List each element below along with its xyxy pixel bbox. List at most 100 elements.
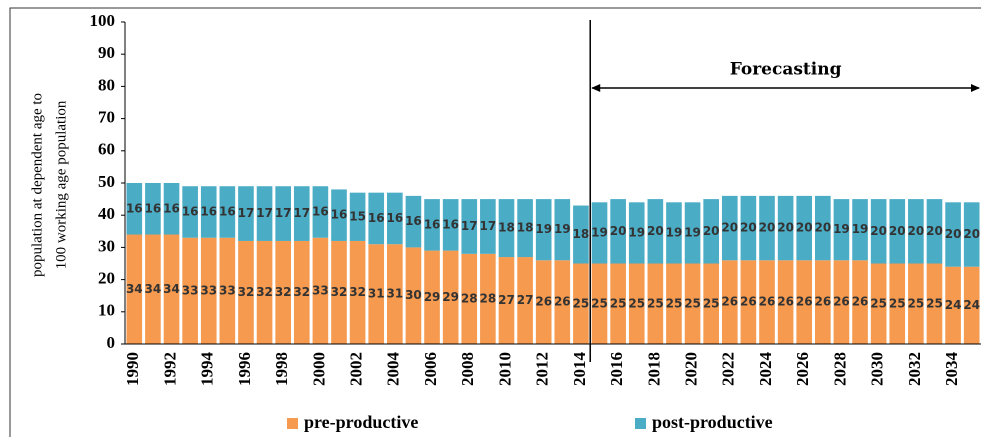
- value-label: 20: [759, 221, 776, 235]
- value-label: 27: [498, 293, 515, 307]
- value-label: 18: [498, 221, 515, 235]
- value-label: 20: [963, 227, 980, 241]
- value-label: 25: [908, 296, 925, 310]
- bar-segment: [331, 189, 347, 241]
- bar-segment: [312, 186, 329, 238]
- value-label: 24: [963, 298, 980, 312]
- value-label: 29: [442, 290, 459, 304]
- value-label: 25: [703, 296, 720, 310]
- value-label: 31: [386, 287, 403, 301]
- value-label: 16: [145, 201, 162, 215]
- y-axis-label: 100 working age population: [53, 100, 69, 269]
- bar-segment: [163, 183, 180, 235]
- bar-segment: [293, 186, 310, 241]
- bar-segment: [591, 263, 608, 344]
- bar-segment: [461, 199, 478, 254]
- value-label: 32: [256, 285, 273, 299]
- bar-segment: [628, 263, 645, 344]
- bar-segment: [442, 199, 459, 251]
- value-label: 20: [703, 224, 720, 238]
- value-label: 32: [349, 285, 366, 299]
- value-label: 20: [796, 221, 813, 235]
- bar-segment: [219, 186, 236, 238]
- bar-segment: [703, 199, 719, 264]
- x-tick-label: 1996: [235, 352, 254, 386]
- value-label: 19: [591, 225, 608, 239]
- value-label: 32: [238, 285, 255, 299]
- x-tick-label: 1992: [160, 352, 179, 386]
- bar-segment: [908, 199, 924, 264]
- value-label: 17: [480, 219, 497, 233]
- value-label: 17: [238, 206, 255, 220]
- value-label: 20: [777, 221, 794, 235]
- value-label: 25: [610, 296, 627, 310]
- value-label: 16: [386, 211, 403, 225]
- legend-swatch: [635, 418, 646, 429]
- value-label: 28: [480, 291, 497, 305]
- y-tick-label: 60: [98, 140, 115, 159]
- bar-segment: [498, 199, 515, 258]
- value-label: 16: [200, 204, 217, 218]
- x-tick-label: 2004: [384, 352, 403, 387]
- value-label: 20: [610, 224, 627, 238]
- value-label: 32: [293, 285, 310, 299]
- bar-segment: [759, 195, 775, 261]
- value-label: 25: [591, 296, 608, 310]
- value-label: 26: [721, 295, 738, 309]
- bar-segment: [424, 199, 440, 251]
- bar-segment: [852, 199, 868, 261]
- x-tick-label: 2010: [495, 352, 514, 386]
- bar-segment: [145, 183, 161, 235]
- bar-segment: [870, 199, 887, 264]
- bar-segment: [591, 202, 608, 264]
- value-label: 25: [889, 296, 906, 310]
- value-label: 19: [833, 222, 850, 236]
- value-label: 25: [870, 296, 887, 310]
- arrow-head: [971, 84, 980, 92]
- bar-segment: [200, 237, 217, 344]
- value-label: 16: [442, 217, 459, 231]
- bar-segment: [349, 192, 366, 241]
- bar-segment: [870, 263, 887, 344]
- value-label: 15: [349, 209, 366, 223]
- bar-segment: [889, 199, 906, 264]
- bar-segment: [275, 240, 291, 344]
- value-label: 17: [293, 206, 310, 220]
- annotation: Forecasting: [730, 60, 842, 80]
- bar-segment: [740, 260, 757, 344]
- bar-segment: [610, 263, 626, 344]
- value-label: 20: [908, 224, 925, 238]
- x-tick-label: 2020: [681, 352, 700, 386]
- bar-segment: [628, 202, 645, 264]
- bar-segment: [815, 260, 831, 344]
- value-label: 19: [684, 225, 701, 239]
- x-tick-label: 1994: [198, 352, 217, 387]
- value-label: 20: [870, 224, 887, 238]
- x-tick-label: 2018: [644, 352, 663, 386]
- value-label: 26: [759, 295, 776, 309]
- bar-segment: [573, 205, 589, 264]
- bar-segment: [480, 253, 496, 344]
- x-tick-label: 2016: [607, 352, 626, 386]
- value-label: 25: [647, 296, 664, 310]
- value-label: 33: [219, 283, 236, 297]
- x-tick-label: 1990: [123, 352, 142, 386]
- bar-segment: [182, 186, 198, 238]
- bar-segment: [721, 195, 738, 261]
- bar-segment: [554, 199, 571, 261]
- bar-segment: [256, 186, 273, 241]
- bar-segment: [368, 244, 385, 344]
- bar-segment: [777, 195, 794, 261]
- y-tick-label: 70: [98, 108, 115, 127]
- x-tick-label: 2024: [756, 352, 775, 387]
- bar-segment: [293, 240, 310, 344]
- bar-segment: [442, 250, 459, 344]
- value-label: 16: [219, 204, 236, 218]
- legend-swatch: [287, 418, 298, 429]
- bar-segment: [461, 253, 478, 344]
- bar-segment: [238, 186, 254, 241]
- x-tick-label: 2002: [347, 352, 366, 386]
- value-label: 16: [312, 204, 329, 218]
- x-tick-label: 2008: [458, 352, 477, 386]
- value-label: 18: [517, 221, 534, 235]
